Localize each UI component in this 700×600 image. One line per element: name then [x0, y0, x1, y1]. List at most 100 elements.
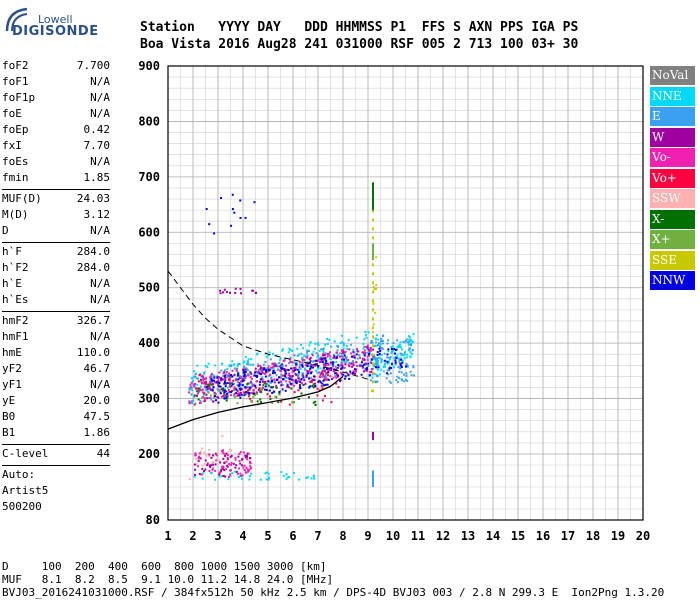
param-value: 284.0 [76, 261, 110, 274]
data-point [302, 372, 305, 375]
data-point [299, 384, 302, 387]
data-point [277, 381, 280, 384]
data-point [206, 388, 209, 391]
data-point [206, 462, 209, 465]
data-point [290, 378, 293, 381]
data-point [379, 340, 382, 343]
data-point [190, 400, 193, 403]
param-name: foF2 [2, 59, 29, 72]
data-point [341, 364, 344, 367]
data-point [247, 373, 250, 376]
data-point [204, 377, 207, 380]
data-point [344, 363, 347, 366]
data-point [224, 394, 227, 397]
data-point [350, 361, 353, 364]
data-point [241, 375, 244, 378]
data-point [200, 473, 203, 476]
data-point [236, 367, 239, 370]
data-point [377, 356, 380, 359]
data-point [321, 387, 324, 390]
data-point [355, 368, 358, 371]
data-point [202, 394, 205, 397]
data-point [205, 380, 208, 383]
data-point [264, 372, 267, 375]
data-point [256, 372, 259, 375]
param-name: yE [2, 394, 16, 407]
chart-curves [167, 270, 369, 430]
data-point [214, 463, 217, 466]
data-point [245, 367, 248, 370]
data-point [342, 360, 345, 363]
data-point [335, 351, 338, 354]
data-point [405, 378, 408, 381]
param-row-he: h`E N/A [2, 277, 110, 293]
data-point [408, 347, 411, 350]
data-point [197, 380, 200, 383]
data-point [211, 388, 214, 391]
data-point [381, 339, 384, 342]
data-point [330, 378, 333, 381]
param-name: h`F2 [2, 261, 29, 274]
data-point [363, 338, 366, 341]
data-point [362, 347, 365, 350]
data-point [332, 376, 335, 379]
data-point [316, 343, 319, 346]
data-point [218, 389, 221, 392]
data-point [272, 379, 275, 382]
data-point [355, 361, 358, 364]
data-point [223, 462, 226, 465]
data-point [247, 470, 250, 473]
chart-grid [167, 65, 644, 521]
data-point [399, 352, 402, 355]
data-point [195, 387, 198, 390]
data-point [301, 365, 304, 368]
param-name: hmF1 [2, 330, 29, 343]
data-point [285, 372, 288, 375]
data-point [412, 366, 415, 369]
data-point [294, 380, 297, 383]
data-point [249, 363, 252, 366]
data-point [350, 355, 353, 358]
data-point [376, 334, 379, 337]
data-point [224, 475, 227, 478]
data-point [244, 216, 247, 219]
data-point [280, 373, 283, 376]
data-point [303, 359, 306, 362]
data-point [406, 364, 409, 367]
data-point [314, 342, 317, 345]
data-point [345, 358, 348, 361]
data-point [387, 348, 390, 351]
data-point [242, 451, 245, 454]
data-point [392, 366, 395, 369]
data-point [280, 400, 283, 403]
data-point [312, 401, 315, 404]
data-point [345, 344, 348, 347]
data-point [194, 473, 197, 476]
data-point [310, 380, 313, 383]
data-point [390, 346, 393, 349]
data-point [290, 401, 293, 404]
data-point [228, 378, 231, 381]
data-point [260, 401, 263, 404]
data-point [232, 379, 235, 382]
data-point [362, 342, 365, 345]
data-point [254, 370, 257, 373]
data-point [281, 363, 284, 366]
data-point [268, 369, 271, 372]
data-point [238, 374, 241, 377]
data-point [225, 399, 228, 402]
data-point [376, 353, 379, 356]
data-point [210, 461, 213, 464]
data-point [308, 386, 311, 389]
data-point [389, 366, 392, 369]
data-point [285, 473, 288, 476]
data-point [225, 382, 228, 385]
data-point [231, 208, 234, 211]
data-point [217, 396, 220, 399]
data-point [220, 369, 223, 372]
data-point [236, 363, 239, 366]
parameter-panel: foF2 7.700 foF1 N/A foF1p N/A foE N/A foEp 0.42 fx… [2, 59, 110, 516]
param-row-hes: h`Es N/A [2, 293, 110, 309]
data-point [392, 342, 395, 345]
data-point [316, 394, 319, 397]
